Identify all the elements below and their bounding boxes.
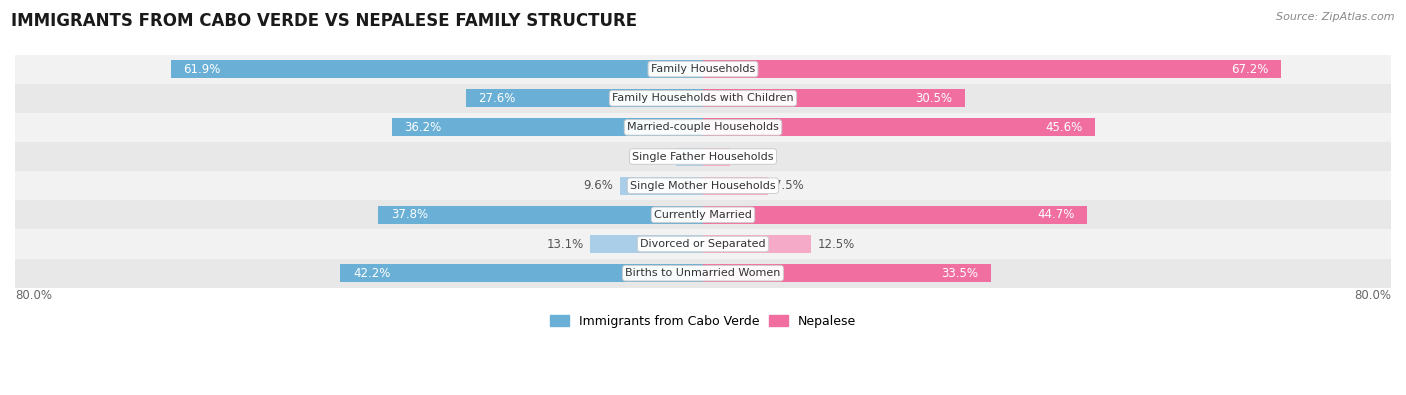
Text: 44.7%: 44.7% bbox=[1038, 208, 1074, 221]
Bar bbox=[15, 229, 1391, 259]
Text: 13.1%: 13.1% bbox=[546, 237, 583, 250]
Bar bbox=[15, 200, 1391, 229]
Text: Currently Married: Currently Married bbox=[654, 210, 752, 220]
Text: 80.0%: 80.0% bbox=[15, 289, 52, 302]
Text: 27.6%: 27.6% bbox=[478, 92, 516, 105]
Text: Divorced or Separated: Divorced or Separated bbox=[640, 239, 766, 249]
Bar bbox=[392, 118, 703, 136]
Text: Single Father Households: Single Father Households bbox=[633, 152, 773, 162]
Text: IMMIGRANTS FROM CABO VERDE VS NEPALESE FAMILY STRUCTURE: IMMIGRANTS FROM CABO VERDE VS NEPALESE F… bbox=[11, 12, 637, 30]
Bar bbox=[378, 206, 703, 224]
Text: 30.5%: 30.5% bbox=[915, 92, 952, 105]
Bar bbox=[676, 147, 703, 166]
Text: 3.1%: 3.1% bbox=[640, 150, 669, 163]
Bar bbox=[703, 118, 1095, 136]
Bar bbox=[465, 89, 703, 107]
Bar bbox=[15, 142, 1391, 171]
Bar bbox=[15, 55, 1391, 84]
Text: Single Mother Households: Single Mother Households bbox=[630, 181, 776, 191]
Bar bbox=[340, 264, 703, 282]
Text: 36.2%: 36.2% bbox=[405, 121, 441, 134]
Text: 9.6%: 9.6% bbox=[583, 179, 613, 192]
Bar bbox=[620, 177, 703, 195]
Bar bbox=[703, 89, 966, 107]
Bar bbox=[15, 84, 1391, 113]
Bar bbox=[703, 235, 810, 253]
Text: Family Households with Children: Family Households with Children bbox=[612, 93, 794, 103]
Text: 12.5%: 12.5% bbox=[817, 237, 855, 250]
Bar bbox=[703, 60, 1281, 78]
Text: 45.6%: 45.6% bbox=[1045, 121, 1083, 134]
Text: 80.0%: 80.0% bbox=[1354, 289, 1391, 302]
Bar bbox=[170, 60, 703, 78]
Text: 3.1%: 3.1% bbox=[737, 150, 766, 163]
Text: 33.5%: 33.5% bbox=[941, 267, 979, 280]
Text: 7.5%: 7.5% bbox=[775, 179, 804, 192]
Bar bbox=[703, 147, 730, 166]
Bar bbox=[591, 235, 703, 253]
Text: Married-couple Households: Married-couple Households bbox=[627, 122, 779, 132]
Text: 61.9%: 61.9% bbox=[184, 62, 221, 75]
Bar bbox=[15, 113, 1391, 142]
Text: 37.8%: 37.8% bbox=[391, 208, 427, 221]
Text: Births to Unmarried Women: Births to Unmarried Women bbox=[626, 268, 780, 278]
Text: Family Households: Family Households bbox=[651, 64, 755, 74]
Bar bbox=[15, 259, 1391, 288]
Bar bbox=[703, 206, 1087, 224]
Text: Source: ZipAtlas.com: Source: ZipAtlas.com bbox=[1277, 12, 1395, 22]
Legend: Immigrants from Cabo Verde, Nepalese: Immigrants from Cabo Verde, Nepalese bbox=[546, 310, 860, 333]
Bar bbox=[703, 264, 991, 282]
Text: 42.2%: 42.2% bbox=[353, 267, 391, 280]
Bar bbox=[703, 177, 768, 195]
Text: 67.2%: 67.2% bbox=[1230, 62, 1268, 75]
Bar bbox=[15, 171, 1391, 200]
